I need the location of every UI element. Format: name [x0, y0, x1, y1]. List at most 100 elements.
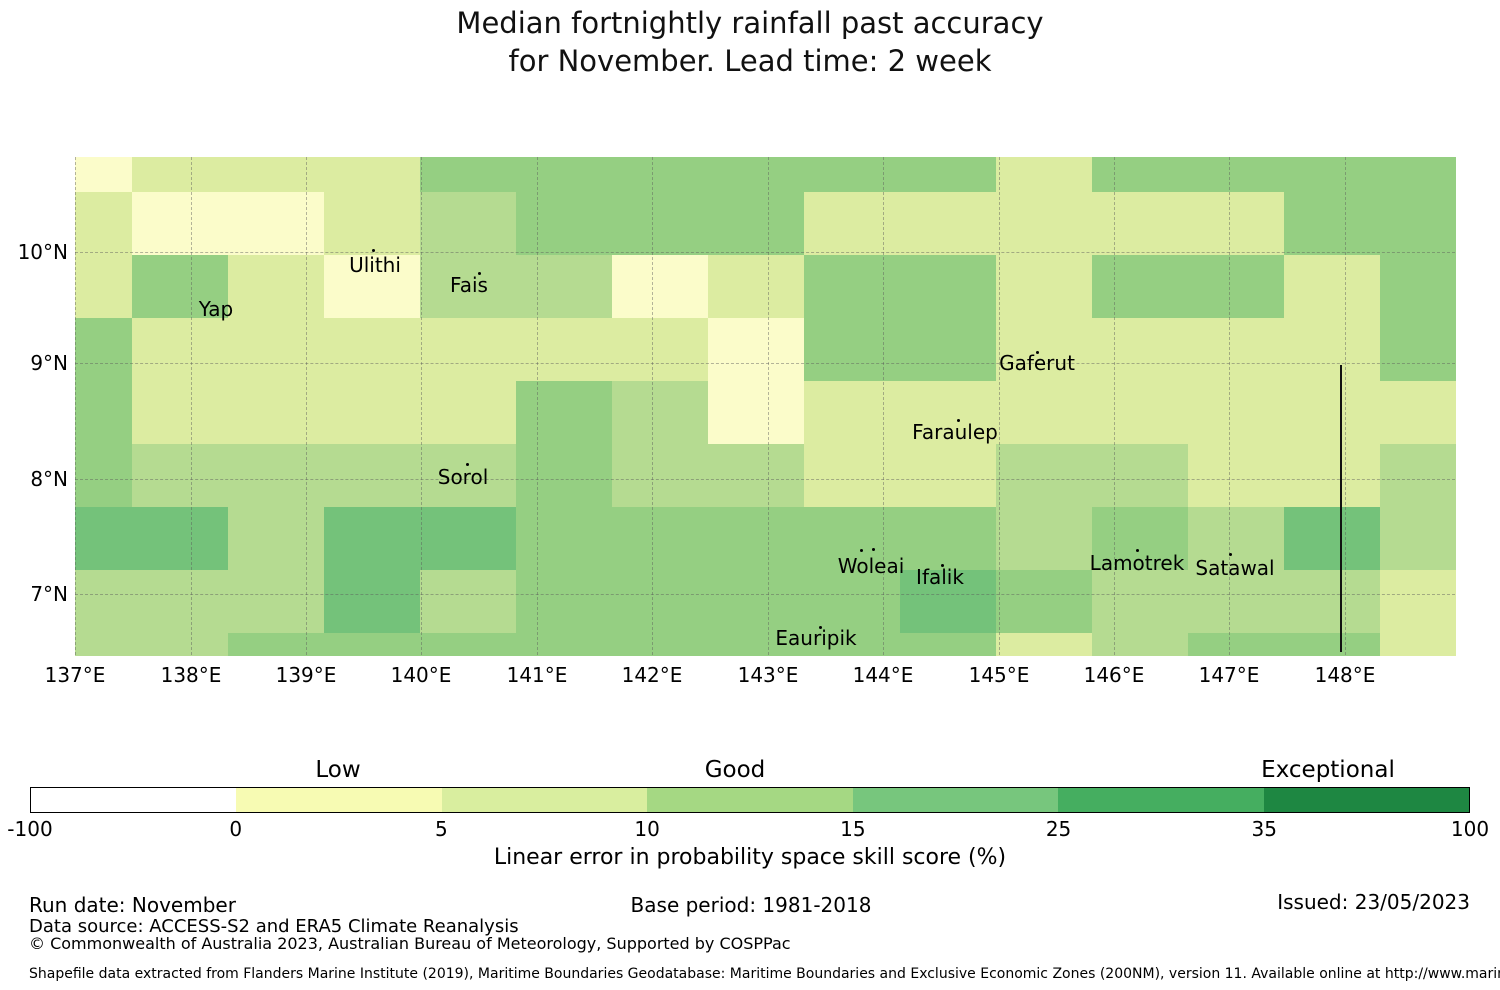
heatmap-cell: [1284, 507, 1381, 571]
heatmap-cell: [324, 444, 421, 508]
heatmap-cell: [1092, 192, 1189, 256]
y-tick-label: 10°N: [17, 240, 68, 264]
colorbar-tick-label: 25: [1045, 817, 1072, 841]
heatmap-cell: [75, 255, 133, 319]
heatmap-cell: [1284, 633, 1381, 656]
heatmap-cell: [75, 444, 133, 508]
island-label-woleai: Woleai: [837, 554, 905, 578]
colorbar-segment: [647, 788, 853, 812]
heatmap-cell: [708, 318, 805, 382]
x-tick-label: 143°E: [737, 663, 799, 687]
heatmap-cell: [228, 381, 325, 445]
heatmap-cell: [228, 255, 325, 319]
colorbar-zone-label: Exceptional: [1261, 757, 1395, 783]
heatmap-cell: [75, 157, 133, 193]
heatmap-cell: [804, 570, 901, 634]
heatmap-cell: [804, 444, 901, 508]
heatmap-cell: [900, 192, 997, 256]
longitude-gridline: [1229, 157, 1230, 655]
heatmap-cell: [324, 507, 421, 571]
heatmap-cell: [420, 192, 517, 256]
x-tick-label: 139°E: [275, 663, 337, 687]
shapefile-note: Shapefile data extracted from Flanders M…: [29, 966, 1500, 982]
island-label-gaferut: Gaferut: [999, 351, 1075, 375]
heatmap-cell: [708, 570, 805, 634]
heatmap-cell: [132, 507, 229, 571]
heatmap-cell: [1092, 318, 1189, 382]
colorbar-tick-label: -100: [7, 817, 53, 841]
longitude-gridline: [537, 157, 538, 655]
heatmap-cell: [1284, 570, 1381, 634]
heatmap-cell: [612, 157, 709, 193]
heatmap-cell: [900, 570, 997, 634]
colorbar-tick-label: 0: [229, 817, 243, 841]
island-marker-dot: [1036, 351, 1039, 354]
heatmap-cell: [612, 318, 709, 382]
heatmap-cell: [996, 507, 1093, 571]
heatmap-cell: [612, 507, 709, 571]
heatmap-cell: [1380, 570, 1456, 634]
heatmap-cell: [804, 157, 901, 193]
heatmap-cell: [996, 381, 1093, 445]
latitude-gridline: [75, 252, 1455, 253]
longitude-gridline: [768, 157, 769, 655]
island-label-ulithi: Ulithi: [349, 253, 401, 277]
heatmap-cell: [708, 444, 805, 508]
heatmap-cell: [1380, 507, 1456, 571]
heatmap-cell: [1284, 381, 1381, 445]
heatmap-cell: [132, 255, 229, 319]
heatmap-cell: [420, 318, 517, 382]
eez-boundary-line: [1340, 365, 1342, 652]
island-marker-dot: [478, 272, 481, 275]
heatmap-cell: [132, 192, 229, 256]
heatmap-cell: [996, 633, 1093, 656]
heatmap-cell: [996, 157, 1093, 193]
island-marker-dot: [819, 626, 822, 629]
island-label-yap: Yap: [198, 297, 234, 321]
heatmap-cell: [1284, 157, 1381, 193]
heatmap-cell: [324, 318, 421, 382]
heatmap-cell: [804, 192, 901, 256]
heatmap-cell: [1380, 255, 1456, 319]
x-tick-label: 147°E: [1198, 663, 1260, 687]
heatmap-cell: [612, 192, 709, 256]
heatmap-cell: [1284, 318, 1381, 382]
heatmap-cell: [516, 157, 613, 193]
heatmap-cell: [324, 570, 421, 634]
heatmap-cell: [708, 633, 805, 656]
heatmap-cell: [228, 570, 325, 634]
x-tick-label: 144°E: [852, 663, 914, 687]
heatmap-cell: [900, 255, 997, 319]
heatmap-cell: [612, 381, 709, 445]
heatmap-cell: [228, 444, 325, 508]
island-label-eauripik: Eauripik: [775, 626, 857, 650]
heatmap-cell: [420, 570, 517, 634]
heatmap-cell: [228, 157, 325, 193]
island-marker-dot: [941, 564, 944, 567]
latitude-gridline: [75, 479, 1455, 480]
heatmap-cell: [708, 381, 805, 445]
heatmap-cell: [900, 507, 997, 571]
heatmap-cell: [132, 633, 229, 656]
data-source: Data source: ACCESS-S2 and ERA5 Climate …: [29, 916, 519, 937]
heatmap-cell: [132, 318, 229, 382]
heatmap-cell: [804, 507, 901, 571]
x-tick-label: 148°E: [1314, 663, 1376, 687]
y-tick-label: 9°N: [30, 351, 68, 375]
heatmap-cell: [612, 255, 709, 319]
heatmap-cell: [996, 255, 1093, 319]
heatmap-cell: [708, 192, 805, 256]
heatmap-cell: [1188, 507, 1285, 571]
heatmap-cell: [1284, 255, 1381, 319]
heatmap-cell: [75, 381, 133, 445]
heatmap-cell: [804, 255, 901, 319]
colorbar-tick-label: 15: [840, 817, 866, 841]
heatmap-cell: [900, 381, 997, 445]
heatmap-cell: [1092, 381, 1189, 445]
heatmap-cell: [516, 633, 613, 656]
heatmap-cell: [324, 192, 421, 256]
heatmap-cell: [1092, 633, 1189, 656]
heatmap-cell: [516, 255, 613, 319]
heatmap-cell: [228, 633, 325, 656]
